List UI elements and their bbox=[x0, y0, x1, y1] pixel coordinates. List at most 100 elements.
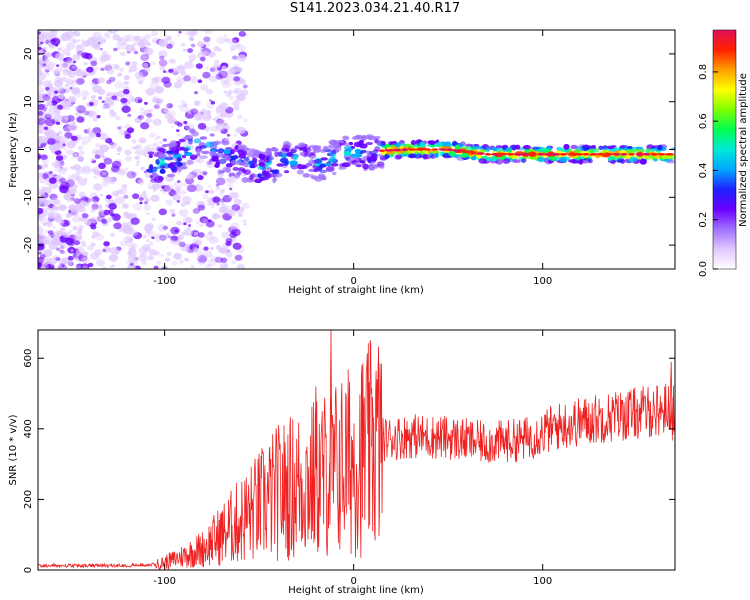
ridge-blob bbox=[342, 136, 350, 141]
ridge-blob bbox=[373, 138, 379, 144]
ridge-blob bbox=[365, 133, 374, 140]
noise-blob bbox=[166, 43, 173, 49]
ridge-blob bbox=[274, 151, 279, 158]
ridge-blob bbox=[180, 147, 190, 151]
noise-blob bbox=[81, 165, 91, 173]
noise-blob bbox=[123, 194, 129, 199]
noise-blob bbox=[110, 232, 116, 237]
snr-plot-area bbox=[38, 330, 675, 570]
noise-blob bbox=[142, 62, 149, 68]
noise-blob bbox=[38, 125, 42, 129]
ridge-blob bbox=[213, 140, 222, 145]
noise-blob bbox=[81, 257, 90, 264]
noise-blob bbox=[59, 166, 63, 169]
noise-blob bbox=[90, 242, 96, 247]
noise-blob bbox=[109, 265, 114, 268]
noise-blob bbox=[96, 259, 106, 267]
ridge-blob bbox=[310, 151, 316, 156]
snr-series-line bbox=[38, 340, 675, 570]
noise-blob bbox=[72, 54, 81, 61]
noise-blob bbox=[171, 125, 175, 128]
noise-blob bbox=[125, 61, 131, 66]
ridge-blob bbox=[331, 149, 337, 154]
noise-blob bbox=[231, 68, 238, 73]
noise-blob bbox=[183, 228, 193, 236]
ridge-blob bbox=[324, 162, 332, 166]
noise-blob bbox=[38, 80, 43, 86]
spectrogram-x-label: Height of straight line (km) bbox=[288, 285, 424, 296]
noise-blob bbox=[215, 186, 221, 191]
noise-blob bbox=[223, 90, 227, 94]
ridge-blob bbox=[205, 141, 214, 148]
noise-blob bbox=[71, 155, 76, 160]
noise-blob bbox=[143, 204, 152, 211]
noise-blob bbox=[90, 82, 96, 86]
noise-blob bbox=[171, 213, 176, 217]
noise-blob bbox=[190, 43, 196, 48]
noise-blob bbox=[39, 121, 44, 126]
noise-blob bbox=[92, 202, 99, 208]
noise-blob bbox=[165, 199, 174, 206]
noise-blob bbox=[215, 108, 224, 116]
noise-blob bbox=[132, 175, 136, 179]
ridge-blob bbox=[305, 163, 313, 167]
noise-blob bbox=[180, 244, 189, 252]
ridge-blob bbox=[170, 142, 178, 146]
y-tick-label: -20 bbox=[23, 237, 34, 253]
ridge-blob bbox=[217, 169, 223, 175]
noise-blob bbox=[74, 235, 82, 242]
noise-blob bbox=[238, 30, 246, 37]
noise-blob bbox=[197, 257, 207, 265]
noise-blob bbox=[192, 248, 198, 253]
y-tick-label: 0 bbox=[23, 146, 34, 152]
ridge-blob bbox=[484, 146, 491, 152]
noise-blob bbox=[203, 246, 209, 251]
noise-blob bbox=[83, 62, 88, 66]
noise-blob bbox=[90, 209, 96, 213]
ridge-blob bbox=[520, 158, 527, 163]
noise-blob bbox=[155, 99, 163, 105]
ridge-blob bbox=[166, 173, 176, 178]
noise-blob bbox=[141, 260, 147, 265]
noise-blob bbox=[61, 84, 72, 93]
noise-blob bbox=[199, 56, 206, 62]
ridge-blob bbox=[319, 169, 328, 173]
ridge-blob bbox=[536, 156, 545, 163]
noise-blob bbox=[93, 169, 101, 176]
noise-blob bbox=[105, 194, 112, 200]
noise-blob bbox=[38, 103, 45, 111]
noise-blob bbox=[180, 190, 187, 196]
snr-spike bbox=[371, 397, 375, 472]
noise-blob bbox=[42, 258, 51, 265]
noise-blob bbox=[200, 84, 209, 91]
noise-blob bbox=[60, 167, 65, 172]
ridge-core bbox=[446, 148, 455, 152]
noise-blob bbox=[43, 71, 50, 77]
noise-blob bbox=[228, 95, 235, 101]
noise-blob bbox=[38, 172, 43, 176]
noise-blob bbox=[208, 263, 213, 267]
noise-blob bbox=[38, 201, 44, 208]
ridge-blob bbox=[266, 167, 273, 171]
noise-blob bbox=[178, 259, 184, 264]
noise-blob bbox=[55, 85, 64, 92]
noise-blob bbox=[73, 88, 78, 92]
noise-blob bbox=[207, 231, 214, 236]
noise-blob bbox=[65, 179, 75, 188]
noise-blob bbox=[57, 167, 67, 175]
noise-blob bbox=[132, 193, 140, 200]
noise-blob bbox=[59, 258, 65, 262]
noise-blob bbox=[169, 239, 176, 245]
ridge-blob bbox=[191, 131, 199, 137]
noise-blob bbox=[70, 173, 80, 181]
ridge-core bbox=[620, 152, 628, 156]
noise-blob bbox=[82, 243, 87, 247]
noise-blob bbox=[184, 217, 193, 224]
noise-blob bbox=[65, 83, 69, 87]
noise-blob bbox=[166, 103, 173, 109]
noise-blob bbox=[219, 102, 229, 111]
ridge-blob bbox=[342, 142, 351, 147]
noise-blob bbox=[55, 155, 64, 162]
ridge-core bbox=[378, 149, 386, 152]
noise-blob bbox=[143, 153, 148, 157]
